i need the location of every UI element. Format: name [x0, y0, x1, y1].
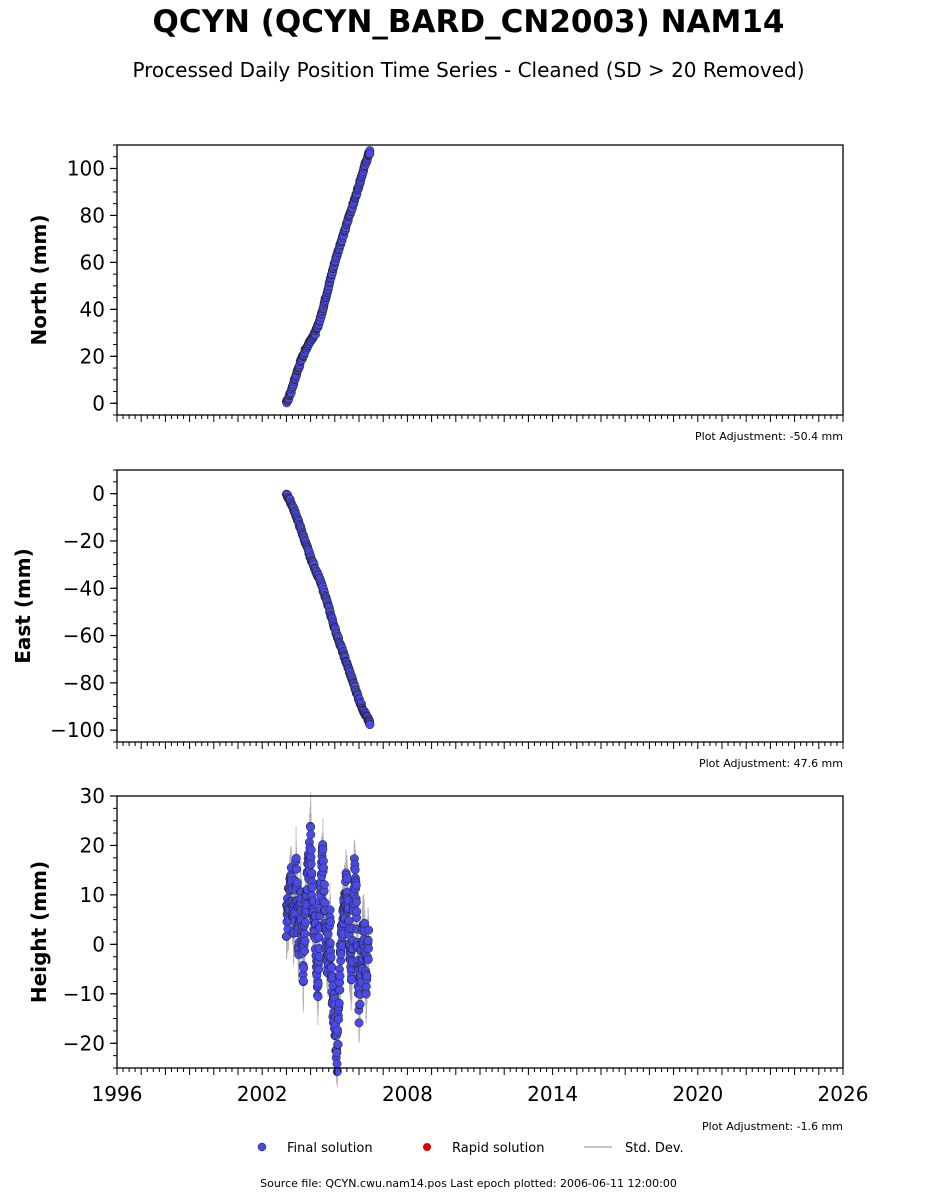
data-point: [336, 949, 346, 959]
data-point: [354, 1018, 364, 1028]
data-point: [335, 985, 345, 995]
legend-std-label: Std. Dev.: [625, 1141, 684, 1156]
x-tick-label: 2014: [527, 1082, 578, 1106]
data-point: [300, 946, 309, 956]
data-point: [326, 917, 335, 927]
data-point: [306, 845, 316, 855]
y-axis-label: East (mm): [11, 548, 35, 664]
y-tick-label: 100: [67, 156, 105, 180]
data-point: [361, 989, 371, 999]
data-point: [333, 1025, 343, 1035]
x-tick-label: 2026: [818, 1082, 869, 1106]
x-tick-label: 2002: [237, 1082, 288, 1106]
plot-adjustment-note: Plot Adjustment: 47.6 mm: [699, 757, 843, 770]
plot-frame: [116, 144, 844, 416]
north-panel: 0 20 40 60 80 100 North (mm) Plot Adjustment: -…: [27, 144, 844, 443]
y-tick-label: 30: [80, 784, 105, 808]
data-point: [325, 905, 335, 915]
legend-final-marker: [257, 1142, 267, 1152]
data-point: [306, 830, 316, 840]
data-point: [314, 965, 324, 974]
data-point: [307, 868, 317, 878]
height-panel: −20 −10 0 10 20 30 Height (mm) 1996 2002 2008 2014…: [27, 784, 868, 1133]
data-point: [319, 863, 329, 873]
legend-rapid-marker: [423, 1143, 431, 1151]
data-point: [351, 897, 361, 907]
data-point: [326, 952, 336, 962]
east-panel: 0 −20 −40 −60 −80 −100 East (mm) Plot Adjustmen…: [11, 469, 844, 770]
data-point: [363, 955, 373, 964]
legend: Final solution Rapid solution Std. Dev.: [257, 1141, 684, 1156]
source-note: Source file: QCYN.cwu.nam14.pos Last epo…: [260, 1177, 677, 1190]
data-point: [344, 916, 354, 926]
data-point: [299, 976, 308, 986]
data-point: [313, 992, 323, 1002]
y-axis-label: Height (mm): [27, 861, 51, 1003]
legend-final-label: Final solution: [287, 1141, 373, 1156]
y-tick-label: −20: [63, 529, 105, 553]
data-point: [334, 998, 344, 1008]
data-point: [334, 1014, 344, 1024]
y-tick-label: 40: [80, 297, 105, 321]
data-point: [364, 944, 373, 953]
data-point: [292, 864, 302, 874]
data-point: [306, 859, 316, 869]
data-point: [332, 1059, 342, 1069]
data-point: [335, 971, 345, 981]
x-tick-label: 1996: [92, 1082, 143, 1106]
y-tick-label: −100: [50, 718, 105, 742]
data-point: [365, 720, 375, 730]
y-tick-label: 20: [80, 344, 105, 368]
y-tick-label: 0: [92, 391, 105, 415]
y-tick-label: 20: [80, 833, 105, 857]
data-point: [363, 935, 373, 945]
data-point: [291, 853, 301, 863]
y-tick-label: −80: [63, 671, 105, 695]
data-point: [350, 865, 360, 875]
y-tick-label: 10: [80, 883, 105, 907]
data-point: [300, 918, 310, 928]
x-tick-label: 2020: [672, 1082, 723, 1106]
plot-frame: [116, 469, 844, 743]
legend-rapid-label: Rapid solution: [452, 1141, 544, 1156]
y-tick-label: −20: [63, 1031, 105, 1055]
plot-adjustment-note: Plot Adjustment: -1.6 mm: [702, 1120, 843, 1133]
y-tick-label: −10: [63, 982, 105, 1006]
x-tick-label: 2008: [382, 1082, 433, 1106]
y-tick-label: 80: [80, 203, 105, 227]
data-point: [292, 878, 302, 888]
data-point: [362, 971, 372, 981]
data-point: [314, 932, 324, 942]
data-point: [325, 938, 335, 948]
data-point: [307, 882, 317, 892]
data-point: [300, 936, 310, 946]
data-point: [333, 1039, 343, 1049]
chart-title: QCYN (QCYN_BARD_CN2003) NAM14: [152, 4, 785, 40]
data-point: [342, 873, 352, 883]
data-point: [355, 999, 365, 1009]
chart-subtitle: Processed Daily Position Time Series - C…: [132, 58, 805, 82]
data-point: [327, 962, 336, 972]
plot-adjustment-note: Plot Adjustment: -50.4 mm: [695, 430, 843, 443]
y-tick-label: 0: [92, 482, 105, 506]
data-point: [365, 149, 375, 159]
data-point: [351, 880, 361, 890]
data-point: [352, 907, 362, 916]
y-tick-label: 0: [92, 932, 105, 956]
y-tick-label: −60: [63, 624, 105, 648]
data-point: [347, 974, 357, 984]
data-point: [319, 880, 329, 890]
y-tick-label: 60: [80, 250, 105, 274]
data-point: [318, 844, 328, 854]
data-point: [299, 963, 309, 973]
data-point: [313, 979, 323, 988]
y-axis-label: North (mm): [27, 214, 51, 345]
plot-frame: [116, 795, 844, 1069]
data-point: [332, 1048, 342, 1058]
data-point: [364, 925, 374, 935]
data-point: [332, 1067, 342, 1077]
y-tick-label: −40: [63, 576, 105, 600]
